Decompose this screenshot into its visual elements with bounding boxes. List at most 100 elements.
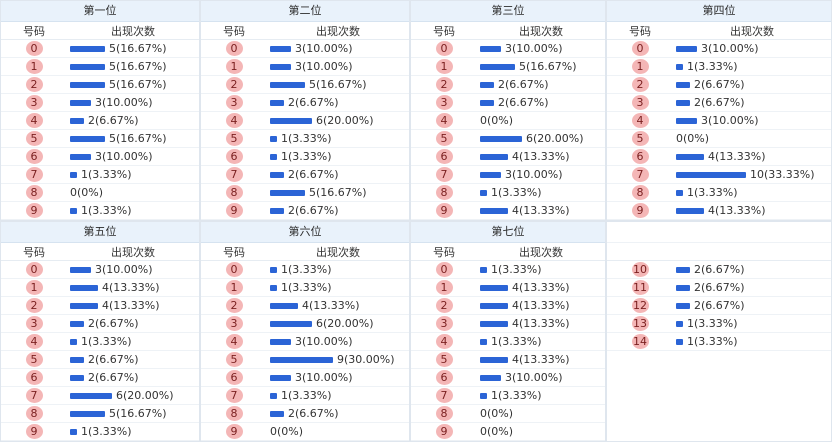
position-panel: 第五位 号码 出现次数 0 3(10.00%) 1 4(13.33%) 2 4(13.33%) 3… [0,221,200,442]
table-header: 号码 出现次数 [607,22,831,40]
table-row: 8 5(16.67%) [201,184,409,202]
table-row: 1 5(16.67%) [1,58,199,76]
number-ball-icon: 5 [225,131,243,146]
count-text: 6(20.00%) [526,132,584,145]
number-cell: 7 [201,167,267,182]
table-row: 7 6(20.00%) [1,387,199,405]
panel-title: 第三位 [411,1,605,22]
table-row: 3 3(10.00%) [1,94,199,112]
count-column-header: 出现次数 [111,245,155,259]
table-row: 0 3(10.00%) [1,261,199,279]
frequency-bar-icon [270,135,277,142]
number-ball-icon: 1 [25,280,43,295]
count-cell: 1(3.33%) [477,186,605,199]
number-ball-icon: 0 [25,41,43,56]
count-cell: 2(6.67%) [477,78,605,91]
table-row: 1 3(10.00%) [201,58,409,76]
number-ball-icon: 9 [25,203,43,218]
frequency-bar-icon [480,356,508,363]
number-ball-icon: 13 [631,316,649,331]
count-text: 2(6.67%) [694,263,745,276]
number-cell: 1 [411,280,477,295]
frequency-bar-icon [480,135,522,142]
number-ball-icon: 14 [631,334,649,349]
number-ball-icon: 5 [435,352,453,367]
table-row: 5 4(13.33%) [411,351,605,369]
number-ball-icon: 5 [25,131,43,146]
number-cell: 6 [411,149,477,164]
number-ball-icon: 7 [25,388,43,403]
count-cell: 0(0%) [477,114,605,127]
position-panel: 第一位 号码 出现次数 0 5(16.67%) 1 5(16.67%) 2 5(16.67%) 3… [0,0,200,221]
count-cell: 3(10.00%) [267,60,409,73]
frequency-bar-icon [70,99,91,106]
number-cell: 4 [607,113,673,128]
table-row: 7 1(3.33%) [1,166,199,184]
number-ball-icon: 6 [225,149,243,164]
number-ball-icon: 0 [435,41,453,56]
frequency-bar-icon [270,266,277,273]
frequency-bar-icon [480,171,501,178]
count-cell: 6(20.00%) [267,114,409,127]
count-text: 5(16.67%) [519,60,577,73]
table-row: 6 1(3.33%) [201,148,409,166]
count-cell: 10(33.33%) [673,168,831,181]
count-cell: 6(20.00%) [267,317,409,330]
count-cell: 1(3.33%) [67,168,199,181]
number-cell: 9 [201,424,267,439]
position-panel: 第六位 号码 出现次数 0 1(3.33%) 1 1(3.33%) 2 4(13.33%) 3 6(… [200,221,410,442]
count-cell: 5(16.67%) [267,186,409,199]
count-cell: 4(13.33%) [67,299,199,312]
count-text: 2(6.67%) [498,96,549,109]
table-row: 4 1(3.33%) [1,333,199,351]
table-row: 3 2(6.67%) [607,94,831,112]
number-cell: 8 [1,406,67,421]
number-ball-icon: 8 [435,185,453,200]
count-cell: 1(3.33%) [673,186,831,199]
number-ball-icon: 1 [435,280,453,295]
table-row: 0 3(10.00%) [411,40,605,58]
number-cell: 3 [201,316,267,331]
count-text: 1(3.33%) [491,263,542,276]
number-cell: 6 [201,149,267,164]
count-text: 4(13.33%) [708,204,766,217]
count-text: 3(10.00%) [295,371,353,384]
number-cell: 1 [201,280,267,295]
table-row: 4 1(3.33%) [411,333,605,351]
number-cell: 5 [1,352,67,367]
frequency-bar-icon [270,374,291,381]
table-row: 6 4(13.33%) [411,148,605,166]
frequency-bar-icon [480,99,494,106]
number-ball-icon: 2 [25,77,43,92]
position-panel: 第二位 号码 出现次数 0 3(10.00%) 1 3(10.00%) 2 5(16.67%) 3… [200,0,410,221]
table-row: 2 4(13.33%) [411,297,605,315]
number-cell: 13 [607,316,673,331]
number-ball-icon: 0 [225,41,243,56]
count-text: 4(13.33%) [512,150,570,163]
number-cell: 4 [201,113,267,128]
number-cell: 2 [1,298,67,313]
count-cell: 0(0%) [673,132,831,145]
number-cell: 7 [411,388,477,403]
number-ball-icon: 8 [225,185,243,200]
number-cell: 9 [411,424,477,439]
count-text: 4(13.33%) [512,299,570,312]
number-ball-icon: 9 [225,424,243,439]
number-ball-icon: 7 [225,388,243,403]
count-cell: 5(16.67%) [477,60,605,73]
count-cell: 2(6.67%) [267,204,409,217]
number-cell: 6 [1,370,67,385]
count-text: 1(3.33%) [687,60,738,73]
number-cell: 4 [1,113,67,128]
frequency-bar-icon [70,320,84,327]
count-text: 2(6.67%) [88,114,139,127]
count-text: 1(3.33%) [491,186,542,199]
number-ball-icon: 5 [225,352,243,367]
number-ball-icon: 2 [25,298,43,313]
count-text: 4(13.33%) [512,317,570,330]
panel-title: 第一位 [1,1,199,22]
table-row: 7 1(3.33%) [411,387,605,405]
count-text: 4(13.33%) [512,204,570,217]
number-ball-icon: 9 [225,203,243,218]
frequency-bar-icon [480,338,487,345]
